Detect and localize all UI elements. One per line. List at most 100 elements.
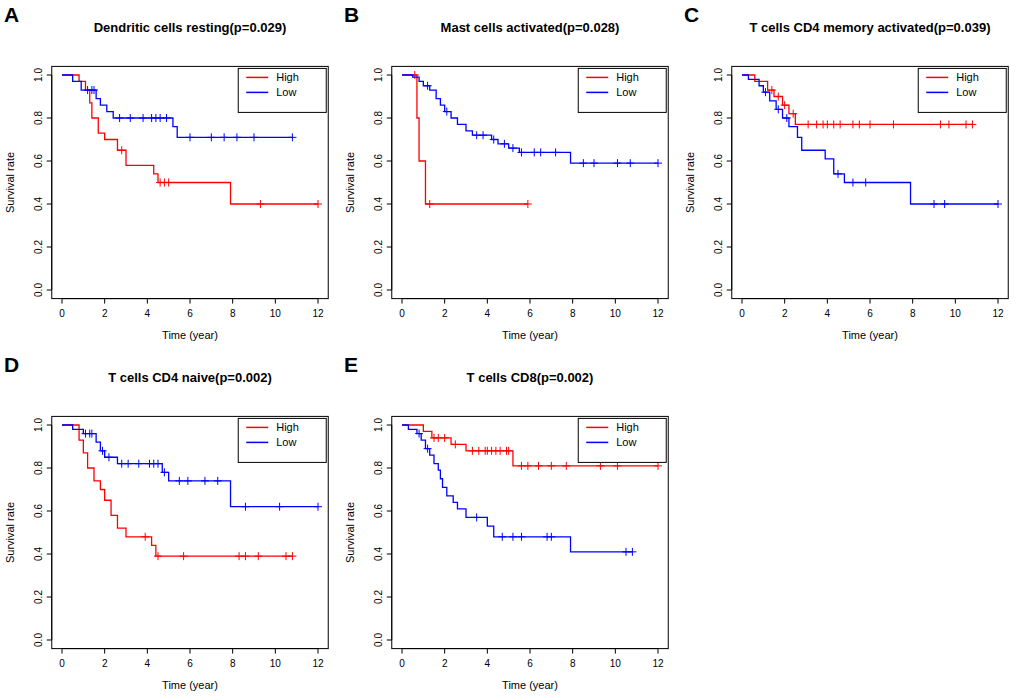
- censor-mark: [118, 146, 126, 154]
- x-tick-label: 6: [527, 658, 533, 669]
- x-tick: [147, 649, 148, 654]
- x-tick-label: 12: [652, 308, 664, 319]
- censor-mark: [220, 133, 228, 141]
- y-axis-label: Survival rate: [344, 502, 356, 563]
- y-tick: [47, 597, 52, 598]
- figure: ADendritic cells resting(p=0.029)0246810…: [0, 0, 1020, 700]
- y-tick: [47, 425, 52, 426]
- legend-box: [238, 68, 326, 112]
- censor-mark: [254, 552, 262, 560]
- legend-swatch: [246, 92, 268, 94]
- y-tick: [727, 290, 732, 291]
- y-tick: [387, 597, 392, 598]
- censor-mark: [524, 462, 532, 470]
- y-tick: [47, 640, 52, 641]
- censor-mark: [276, 503, 284, 511]
- x-axis-label: Time (year): [842, 329, 898, 341]
- censor-mark: [552, 148, 560, 156]
- censor-mark: [490, 136, 498, 144]
- y-tick: [727, 118, 732, 119]
- legend: HighLow: [918, 68, 1006, 112]
- censor-mark: [186, 133, 194, 141]
- censor-mark: [256, 200, 264, 208]
- y-tick: [727, 204, 732, 205]
- x-tick-label: 2: [102, 308, 108, 319]
- plot-frame: [52, 66, 328, 298]
- x-tick: [870, 299, 871, 304]
- legend-label: Low: [276, 86, 296, 98]
- censor-mark: [498, 533, 506, 541]
- y-tick: [387, 468, 392, 469]
- y-tick-label: 1.0: [713, 68, 724, 82]
- censor-mark: [547, 533, 555, 541]
- x-tick-label: 0: [739, 308, 745, 319]
- x-tick: [318, 649, 319, 654]
- y-axis-line: [731, 75, 732, 290]
- x-axis-label: Time (year): [502, 679, 558, 691]
- y-tick: [47, 511, 52, 512]
- legend-swatch: [246, 427, 268, 429]
- legend-box: [578, 68, 666, 112]
- censor-mark: [517, 148, 525, 156]
- x-tick: [530, 649, 531, 654]
- censor-mark: [180, 552, 188, 560]
- censor-mark: [866, 120, 874, 128]
- x-tick-label: 6: [187, 308, 193, 319]
- censor-mark: [613, 159, 621, 167]
- censor-mark: [135, 460, 143, 468]
- censor-mark: [590, 159, 598, 167]
- censor-mark: [443, 108, 451, 116]
- plot-data: [402, 71, 662, 208]
- censor-mark: [789, 110, 797, 118]
- censor-mark: [314, 200, 322, 208]
- plot-frame: [52, 416, 328, 648]
- y-tick-label: 0.8: [373, 111, 384, 125]
- censor-mark: [654, 159, 662, 167]
- x-tick-label: 4: [485, 308, 491, 319]
- censor-mark: [547, 462, 555, 470]
- x-tick-label: 6: [527, 308, 533, 319]
- plot-frame: [392, 416, 668, 648]
- y-tick-label: 0.2: [33, 240, 44, 254]
- x-tick-label: 0: [59, 658, 65, 669]
- censor-mark: [524, 200, 532, 208]
- x-tick: [62, 299, 63, 304]
- censor-mark: [945, 120, 953, 128]
- x-tick-label: 10: [950, 308, 962, 319]
- x-tick-label: 8: [570, 658, 576, 669]
- plot-data: [62, 425, 322, 560]
- legend: HighLow: [238, 418, 326, 462]
- y-tick: [387, 554, 392, 555]
- x-tick: [912, 299, 913, 304]
- censor-mark: [505, 447, 513, 455]
- x-tick-label: 4: [485, 658, 491, 669]
- x-tick: [147, 299, 148, 304]
- y-tick-label: 0.4: [373, 197, 384, 211]
- chart-title: Mast cells activated(p=0.028): [441, 20, 620, 35]
- y-tick-label: 0.6: [373, 504, 384, 518]
- censor-mark: [834, 170, 842, 178]
- censor-mark: [626, 159, 634, 167]
- x-tick: [62, 649, 63, 654]
- legend: HighLow: [238, 68, 326, 112]
- censor-mark: [126, 114, 134, 122]
- y-tick: [47, 118, 52, 119]
- y-axis-line: [51, 425, 52, 640]
- legend: HighLow: [578, 418, 666, 462]
- x-tick-label: 4: [825, 308, 831, 319]
- censor-mark: [124, 460, 132, 468]
- censor-mark: [88, 430, 96, 438]
- legend-swatch: [926, 77, 948, 79]
- censor-mark: [941, 200, 949, 208]
- y-tick-label: 0.4: [33, 197, 44, 211]
- legend-swatch: [586, 427, 608, 429]
- censor-mark: [426, 200, 434, 208]
- censor-mark: [451, 440, 459, 448]
- y-tick: [47, 290, 52, 291]
- censor-mark: [774, 93, 782, 101]
- chart-title: Dendritic cells resting(p=0.029): [94, 20, 287, 35]
- y-tick-label: 1.0: [373, 68, 384, 82]
- censor-mark: [141, 533, 149, 541]
- censor-mark: [783, 114, 791, 122]
- legend-box: [238, 418, 326, 462]
